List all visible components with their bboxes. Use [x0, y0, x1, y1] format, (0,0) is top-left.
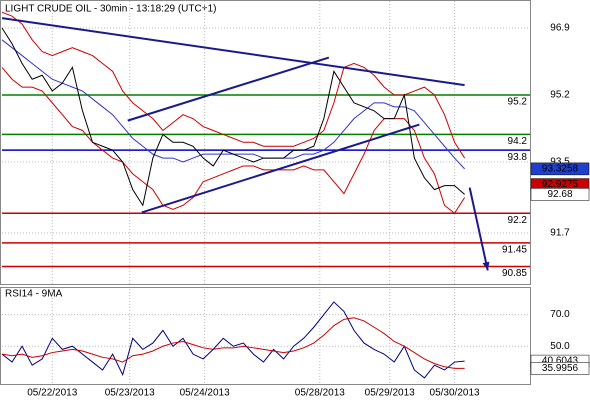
series-line: [1, 11, 466, 159]
price-tag-label: 92.68: [547, 189, 572, 200]
series-line: [1, 27, 465, 207]
series-line: [1, 301, 465, 379]
x-tick-label: 05/24/2013: [180, 388, 230, 399]
price-tag-label: 35.9956: [542, 363, 579, 374]
trend-line: [1, 17, 465, 87]
level-label: 93.8: [508, 152, 528, 163]
x-tick-label: 05/23/2013: [105, 388, 155, 399]
rsi-title: RSI14 - 9MA: [5, 289, 63, 300]
price-tag-label: 92.9275: [542, 179, 579, 190]
price-tag: [530, 162, 590, 176]
price-tag-label: 40.6043: [542, 356, 579, 367]
y-tick-label: 95.2: [550, 90, 570, 101]
trend-line: [141, 123, 420, 214]
y-tick-label: 50.0: [550, 341, 570, 352]
y-tick-label: 91.7: [550, 228, 570, 239]
y-tick-label: 93.5: [550, 157, 570, 168]
chart-title: LIGHT CRUDE OIL - 30min - 13:18:29 (UTC+…: [5, 4, 216, 15]
level-label: 95.2: [508, 97, 528, 108]
arrow-line: [468, 187, 489, 271]
price-tag: [530, 188, 590, 201]
price-tag: [530, 362, 590, 375]
x-tick-label: 05/30/2013: [430, 388, 480, 399]
series-line: [1, 67, 466, 214]
level-label: 90.85: [502, 268, 527, 279]
price-tag-label: 93.3258: [542, 164, 579, 175]
series-line: [1, 317, 465, 369]
level-label: 94.2: [508, 136, 528, 147]
rsi-panel: [0, 287, 531, 385]
trend-line: [127, 56, 330, 122]
level-label: 91.45: [502, 244, 527, 255]
x-tick-label: 05/22/2013: [27, 388, 77, 399]
price-panel: [0, 0, 531, 285]
y-tick-label: 70.0: [550, 309, 570, 320]
y-tick-label: 96.9: [550, 23, 570, 34]
arrow-head: [482, 261, 490, 271]
level-label: 92.2: [508, 215, 528, 226]
x-tick-label: 05/28/2013: [295, 388, 345, 399]
x-tick-label: 05/29/2013: [365, 388, 415, 399]
